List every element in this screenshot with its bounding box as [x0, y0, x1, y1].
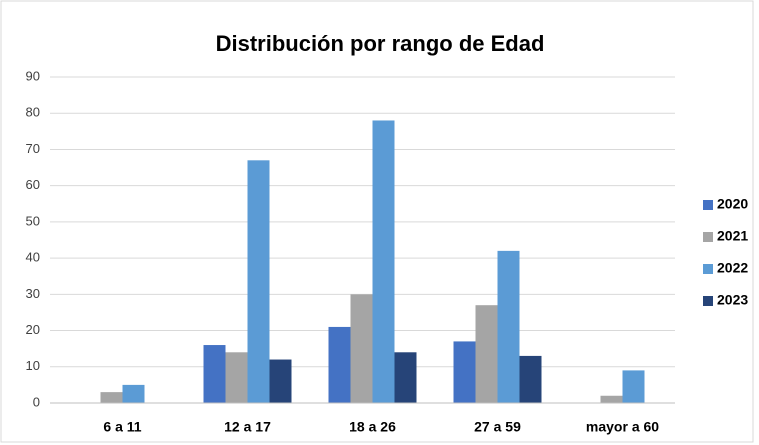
bar [475, 305, 498, 403]
bar [497, 250, 520, 403]
y-tick-label: 80 [26, 105, 40, 120]
bar [372, 120, 395, 403]
bar [269, 359, 292, 403]
y-tick-label: 40 [26, 250, 40, 265]
x-tick-label: 12 a 17 [224, 419, 271, 435]
legend-label: 2022 [717, 260, 748, 276]
y-tick-label: 30 [26, 286, 40, 301]
legend-swatch [703, 264, 713, 274]
y-tick-label: 60 [26, 177, 40, 192]
y-tick-label: 50 [26, 213, 40, 228]
bar [122, 384, 145, 403]
x-tick-label: 27 a 59 [474, 419, 521, 435]
bar [519, 355, 542, 403]
x-tick-label: 18 a 26 [349, 419, 396, 435]
legend-swatch [703, 296, 713, 306]
y-tick-label: 10 [26, 358, 40, 373]
y-tick-label: 90 [26, 68, 40, 83]
bar [622, 370, 645, 403]
legend-swatch [703, 200, 713, 210]
bar [600, 395, 623, 403]
legend-swatch [703, 232, 713, 242]
bar [394, 352, 417, 403]
bar [328, 326, 351, 403]
x-tick-label: mayor a 60 [586, 419, 659, 435]
bar [350, 294, 373, 403]
chart-title: Distribución por rango de Edad [216, 31, 545, 56]
legend-label: 2023 [717, 292, 748, 308]
bar [247, 160, 270, 403]
y-tick-label: 0 [33, 394, 40, 409]
bar [203, 345, 226, 403]
bar [453, 341, 476, 403]
bar [225, 352, 248, 403]
legend-label: 2021 [717, 228, 748, 244]
legend-label: 2020 [717, 196, 748, 212]
y-tick-label: 20 [26, 322, 40, 337]
y-tick-label: 70 [26, 141, 40, 156]
bar [100, 392, 123, 403]
x-tick-label: 6 a 11 [103, 419, 141, 435]
